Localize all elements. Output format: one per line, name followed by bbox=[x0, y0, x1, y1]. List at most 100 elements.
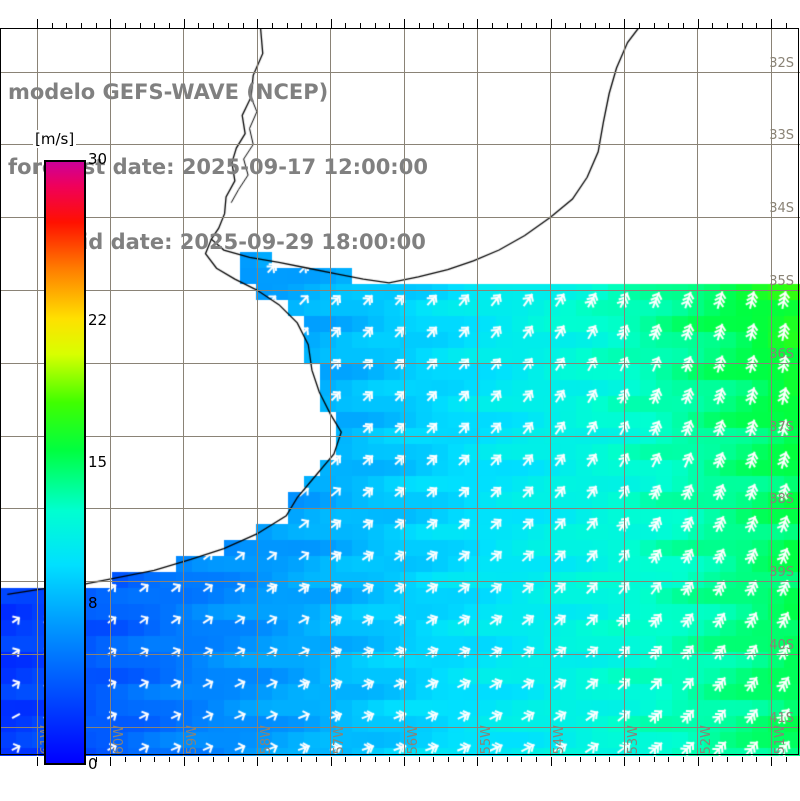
lon-label: 57W bbox=[332, 725, 347, 754]
axis-tick bbox=[52, 23, 53, 28]
axis-tick bbox=[448, 757, 449, 762]
axis-tick bbox=[81, 23, 82, 28]
lon-label: 56W bbox=[406, 725, 421, 754]
axis-tick bbox=[463, 23, 464, 28]
axis-tick bbox=[125, 23, 126, 28]
gridline-lon bbox=[330, 28, 331, 756]
lat-label: 35S bbox=[769, 274, 794, 289]
lon-label: 53W bbox=[626, 725, 641, 754]
axis-tick bbox=[536, 757, 537, 762]
axis-tick bbox=[37, 757, 38, 766]
axis-tick bbox=[727, 23, 728, 28]
axis-tick bbox=[712, 757, 713, 762]
colorbar-tick-15: 15 bbox=[88, 453, 107, 471]
lon-label: 60W bbox=[112, 725, 127, 754]
axis-tick bbox=[287, 23, 288, 28]
axis-tick bbox=[316, 23, 317, 28]
axis-tick bbox=[698, 19, 699, 28]
gridline-lon bbox=[257, 28, 258, 756]
axis-tick bbox=[345, 23, 346, 28]
axis-tick bbox=[389, 757, 390, 762]
axis-tick bbox=[375, 23, 376, 28]
axis-tick bbox=[154, 757, 155, 762]
axis-tick bbox=[243, 23, 244, 28]
lat-label: 40S bbox=[769, 638, 794, 653]
axis-tick bbox=[668, 23, 669, 28]
axis-tick bbox=[654, 23, 655, 28]
axis-tick bbox=[786, 23, 787, 28]
axis-tick bbox=[521, 757, 522, 762]
axis-tick bbox=[37, 19, 38, 28]
gridline-lat bbox=[0, 217, 800, 218]
gridline-lon bbox=[404, 28, 405, 756]
lat-label: 36S bbox=[769, 347, 794, 362]
axis-tick bbox=[668, 757, 669, 762]
axis-tick bbox=[257, 757, 258, 766]
axis-tick bbox=[786, 757, 787, 762]
gridline-lat bbox=[0, 144, 800, 145]
gridline-lon bbox=[550, 28, 551, 756]
axis-tick bbox=[521, 23, 522, 28]
axis-tick bbox=[727, 757, 728, 762]
axis-tick bbox=[110, 757, 111, 766]
axis-tick bbox=[345, 757, 346, 762]
axis-tick bbox=[551, 19, 552, 28]
axis-tick bbox=[756, 23, 757, 28]
gridline-lat bbox=[0, 654, 800, 655]
axis-tick bbox=[213, 23, 214, 28]
gridline-lon bbox=[697, 28, 698, 756]
axis-tick bbox=[272, 757, 273, 762]
top-axis-ticks bbox=[37, 14, 800, 28]
colorbar-gradient bbox=[46, 162, 84, 763]
axis-tick bbox=[463, 757, 464, 762]
axis-tick bbox=[360, 757, 361, 762]
lat-label: 32S bbox=[769, 56, 794, 71]
gridline-lon bbox=[624, 28, 625, 756]
axis-tick bbox=[198, 757, 199, 762]
axis-tick bbox=[389, 23, 390, 28]
axis-tick bbox=[360, 23, 361, 28]
lat-label: 34S bbox=[769, 201, 794, 216]
lat-label: 39S bbox=[769, 565, 794, 580]
axis-tick bbox=[507, 23, 508, 28]
axis-tick bbox=[698, 757, 699, 766]
axis-tick bbox=[375, 757, 376, 762]
bottom-axis-ticks bbox=[37, 757, 800, 771]
axis-tick bbox=[551, 757, 552, 766]
axis-tick bbox=[198, 23, 199, 28]
axis-tick bbox=[272, 23, 273, 28]
gridline-lon bbox=[477, 28, 478, 756]
gridline-lat bbox=[0, 290, 800, 291]
axis-tick bbox=[624, 757, 625, 766]
axis-tick bbox=[404, 757, 405, 766]
axis-tick bbox=[580, 23, 581, 28]
axis-tick bbox=[257, 19, 258, 28]
axis-tick bbox=[213, 757, 214, 762]
lon-label: 51W bbox=[773, 725, 788, 754]
axis-tick bbox=[580, 757, 581, 762]
axis-tick bbox=[228, 757, 229, 762]
axis-tick bbox=[331, 757, 332, 766]
axis-tick bbox=[140, 23, 141, 28]
axis-tick bbox=[742, 23, 743, 28]
gridline-lat bbox=[0, 581, 800, 582]
gridline-lat bbox=[0, 436, 800, 437]
wind-speed-raster bbox=[0, 28, 800, 756]
colorbar-unit-label: [m/s] bbox=[33, 130, 76, 148]
axis-tick bbox=[331, 19, 332, 28]
axis-tick bbox=[595, 757, 596, 762]
axis-tick bbox=[154, 23, 155, 28]
axis-tick bbox=[771, 757, 772, 766]
lon-label: 55W bbox=[479, 725, 494, 754]
gridline-lon bbox=[110, 28, 111, 756]
map-plot-area[interactable]: 61W60W59W58W57W56W55W54W53W52W51W32S33S3… bbox=[0, 28, 800, 756]
gridline-lat bbox=[0, 363, 800, 364]
axis-tick bbox=[624, 19, 625, 28]
axis-tick bbox=[169, 23, 170, 28]
axis-tick bbox=[639, 757, 640, 762]
axis-tick bbox=[609, 757, 610, 762]
axis-tick bbox=[492, 757, 493, 762]
colorbar-scale[interactable] bbox=[44, 160, 86, 765]
axis-tick bbox=[756, 757, 757, 762]
